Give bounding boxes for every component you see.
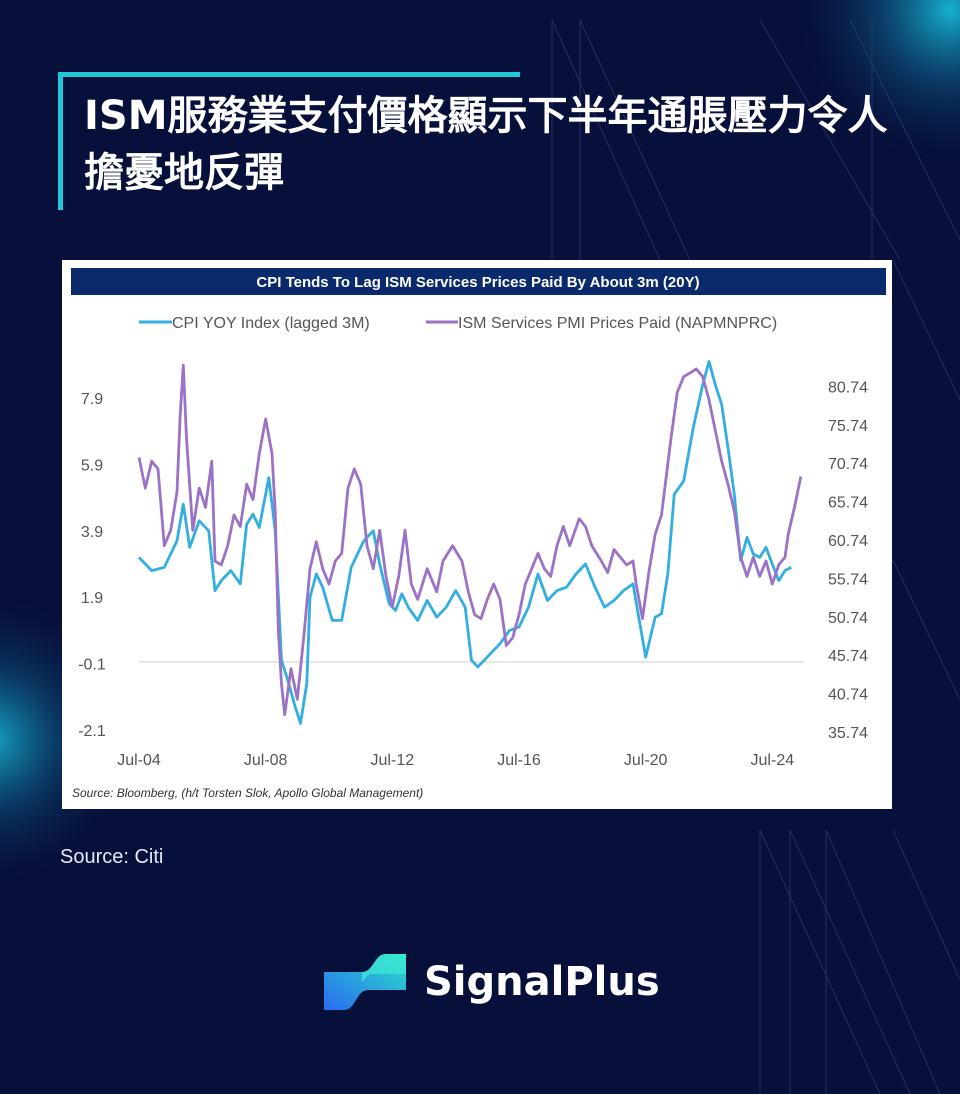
left-axis-tick-label: 1.9 <box>81 590 103 607</box>
legend-label-ism: ISM Services PMI Prices Paid (NAPMNPRC) <box>458 315 777 332</box>
right-axis-tick-label: 35.74 <box>828 725 868 742</box>
chart-source-note: Source: Bloomberg, (h/t Torsten Slok, Ap… <box>72 786 423 800</box>
right-axis-tick-label: 80.74 <box>828 379 868 396</box>
right-axis-tick-label: 45.74 <box>828 648 868 665</box>
chart: CPI Tends To Lag ISM Services Prices Pai… <box>71 268 886 800</box>
legend-label-cpi: CPI YOY Index (lagged 3M) <box>172 315 370 332</box>
right-axis-tick-label: 75.74 <box>828 418 868 435</box>
left-axis-tick-label: -0.1 <box>78 657 106 674</box>
brand: SignalPlus <box>322 950 660 1014</box>
right-axis: 80.74 75.74 70.74 65.74 60.74 55.74 50.74 45.74… <box>828 379 868 742</box>
left-axis: 7.9 5.9 3.9 1.9 -0.1 -2.1 <box>78 391 106 740</box>
x-axis-tick-label: Jul-16 <box>497 752 541 769</box>
x-axis-tick-label: Jul-12 <box>371 752 415 769</box>
chart-title: CPI Tends To Lag ISM Services Prices Pai… <box>256 274 699 291</box>
right-axis-tick-label: 40.74 <box>828 687 868 704</box>
left-axis-tick-label: -2.1 <box>78 723 106 740</box>
right-axis-tick-label: 65.74 <box>828 495 868 512</box>
right-axis-tick-label: 50.74 <box>828 610 868 627</box>
brand-name: SignalPlus <box>424 959 660 1005</box>
x-axis: Jul-04 Jul-08 Jul-12 Jul-16 Jul-20 Jul-24 <box>117 752 794 769</box>
left-axis-tick-label: 7.9 <box>81 391 103 408</box>
x-axis-tick-label: Jul-24 <box>751 752 795 769</box>
title-accent-bar <box>58 72 520 77</box>
chart-title-band <box>71 268 886 295</box>
left-axis-tick-label: 5.9 <box>81 457 103 474</box>
right-axis-tick-label: 55.74 <box>828 571 868 588</box>
x-axis-tick-label: Jul-08 <box>244 752 288 769</box>
right-axis-tick-label: 70.74 <box>828 456 868 473</box>
right-axis-tick-label: 60.74 <box>828 533 868 550</box>
left-axis-tick-label: 3.9 <box>81 524 103 541</box>
signalplus-logo-icon <box>324 954 406 1010</box>
x-axis-tick-label: Jul-20 <box>624 752 668 769</box>
footer-source: Source: Citi <box>60 846 164 868</box>
chart-card: CPI Tends To Lag ISM Services Prices Pai… <box>62 260 892 809</box>
ism-series-line <box>137 363 803 717</box>
cpi-series-line <box>137 360 792 725</box>
page-title: ISM服務業支付價格顯示下半年通脹壓力令人擔憂地反彈 <box>84 93 888 196</box>
title-accent-bracket <box>58 72 63 210</box>
x-axis-tick-label: Jul-04 <box>117 752 161 769</box>
